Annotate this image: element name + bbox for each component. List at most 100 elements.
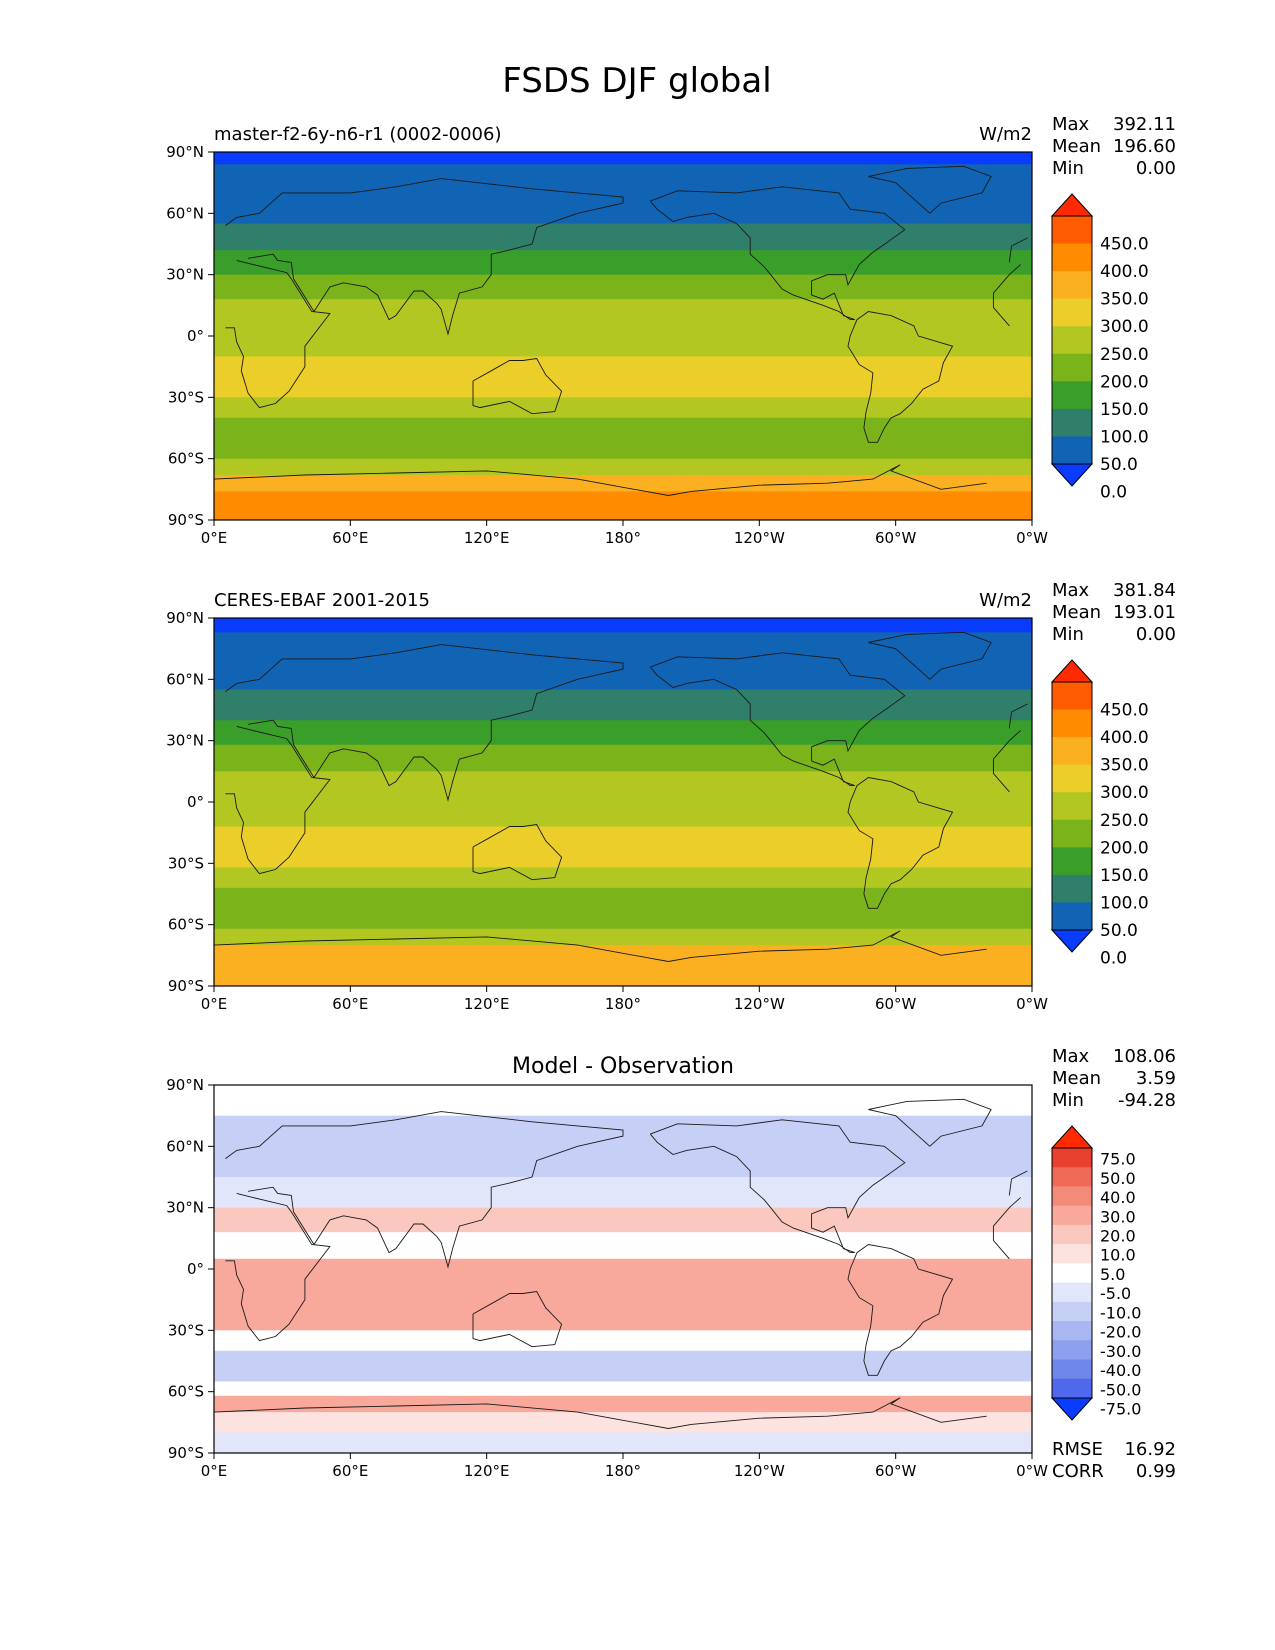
coastline <box>225 729 331 875</box>
coastline <box>868 631 992 680</box>
coastline <box>1008 1170 1028 1196</box>
coastline <box>1008 237 1028 263</box>
colorbar-label: 0.0 <box>1100 949 1127 969</box>
x-tick-label: 0°E <box>201 1462 228 1480</box>
colorbar-swatch <box>1052 436 1092 465</box>
colorbar-label: 30.0 <box>1100 1207 1136 1226</box>
colorbar-label: 450.0 <box>1100 701 1149 721</box>
colorbar-swatch <box>1052 1263 1092 1284</box>
colorbar-swatch <box>1052 764 1092 793</box>
coastline <box>649 652 906 787</box>
coastline <box>847 777 954 909</box>
y-tick-label: 60°N <box>166 670 204 688</box>
field-band <box>214 223 1032 251</box>
stat-value: 0.00 <box>1136 158 1176 179</box>
x-tick-label: 0°W <box>1016 1462 1048 1480</box>
field-band <box>214 475 1032 492</box>
y-tick-label: 30°S <box>168 854 204 872</box>
panel-units-label: W/m2 <box>979 124 1032 145</box>
panel-left-label: master-f2-6y-n6-r1 (0002-0006) <box>214 124 501 145</box>
map-field <box>214 1085 1032 1453</box>
colorbar-label: -30.0 <box>1100 1342 1141 1361</box>
colorbar-swatch <box>1052 847 1092 876</box>
colorbar-label: 100.0 <box>1100 427 1149 447</box>
colorbar-swatch <box>1052 1148 1092 1168</box>
coastline <box>236 259 253 265</box>
stat-value: 196.60 <box>1113 136 1176 157</box>
stat-label: Max <box>1052 114 1090 135</box>
x-tick-label: 0°E <box>201 529 228 547</box>
field-band <box>214 299 1032 321</box>
coastline <box>868 165 992 214</box>
field-band <box>214 1432 1032 1453</box>
colorbar-label: 20.0 <box>1100 1227 1136 1246</box>
field-band <box>214 356 1032 398</box>
y-tick-label: 30°N <box>166 732 204 750</box>
coastline <box>992 1197 1021 1260</box>
x-tick-label: 60°W <box>875 995 917 1013</box>
field-band <box>214 1395 1032 1413</box>
colorbar-label: 200.0 <box>1100 838 1149 858</box>
coastline <box>236 725 253 731</box>
x-tick-label: 0°W <box>1016 529 1048 547</box>
y-tick-label: 0° <box>187 793 204 811</box>
colorbar-label: -40.0 <box>1100 1361 1141 1380</box>
field-band <box>214 1115 1032 1178</box>
colorbar-swatch <box>1052 1359 1092 1380</box>
colorbar-label: 5.0 <box>1100 1265 1125 1284</box>
field-band <box>214 250 1032 276</box>
colorbar-label: 10.0 <box>1100 1246 1136 1265</box>
colorbar-label: 400.0 <box>1100 262 1149 282</box>
y-tick-label: 90°N <box>166 143 204 161</box>
y-tick-label: 30°S <box>168 388 204 406</box>
field-band <box>214 867 1032 889</box>
colorbar-label: 50.0 <box>1100 455 1138 475</box>
coastline <box>472 358 563 415</box>
colorbar-swatch <box>1052 792 1092 821</box>
coastline <box>214 464 987 496</box>
metric-label: CORR <box>1052 1461 1104 1482</box>
colorbar-swatch <box>1052 1378 1092 1399</box>
colorbar-swatch <box>1052 298 1092 327</box>
y-tick-label: 90°N <box>166 609 204 627</box>
stat-label: Min <box>1052 158 1084 179</box>
colorbar-label: 350.0 <box>1100 290 1149 310</box>
panels: 0°E 60°E 120°E 180° 120°W 60°W 0°W 90°N 60°N 30°N… <box>166 114 1176 1482</box>
stat-value: 193.01 <box>1113 602 1176 623</box>
field-band <box>214 417 1032 429</box>
coastline <box>472 1291 563 1348</box>
colorbar-label: 250.0 <box>1100 345 1149 365</box>
colorbar-label: 75.0 <box>1100 1150 1136 1169</box>
colorbar-frame <box>1051 1147 1093 1399</box>
y-tick-label: 90°S <box>168 511 204 529</box>
colorbar-swatch <box>1052 819 1092 848</box>
x-tick-label: 120°E <box>464 1462 510 1480</box>
field-band <box>214 458 1032 476</box>
field-band <box>214 1330 1032 1352</box>
coastline <box>225 178 624 336</box>
stat-value: 0.00 <box>1136 624 1176 645</box>
x-tick-label: 180° <box>605 1462 641 1480</box>
colorbar-swatch <box>1052 408 1092 437</box>
x-tick-label: 0°W <box>1016 995 1048 1013</box>
x-tick-label: 180° <box>605 529 641 547</box>
colorbar-swatch <box>1052 737 1092 766</box>
x-tick-label: 120°E <box>464 995 510 1013</box>
y-tick-label: 90°S <box>168 1444 204 1462</box>
x-tick-label: 60°E <box>332 529 368 547</box>
field-band <box>214 771 1032 828</box>
colorbar-label: 40.0 <box>1100 1188 1136 1207</box>
field-band <box>214 152 1032 165</box>
field-band <box>214 945 1032 986</box>
x-tick-label: 0°E <box>201 995 228 1013</box>
field-band <box>214 428 1032 460</box>
colorbar-label: -20.0 <box>1100 1323 1141 1342</box>
colorbar-swatch <box>1052 243 1092 272</box>
colorbar-swatch <box>1052 381 1092 410</box>
map-field <box>214 618 1032 986</box>
stat-value: 108.06 <box>1113 1046 1176 1067</box>
field-band <box>214 826 1032 868</box>
stat-value: 392.11 <box>1113 114 1176 135</box>
colorbar-label: -10.0 <box>1100 1303 1141 1322</box>
y-tick-label: 0° <box>187 327 204 345</box>
